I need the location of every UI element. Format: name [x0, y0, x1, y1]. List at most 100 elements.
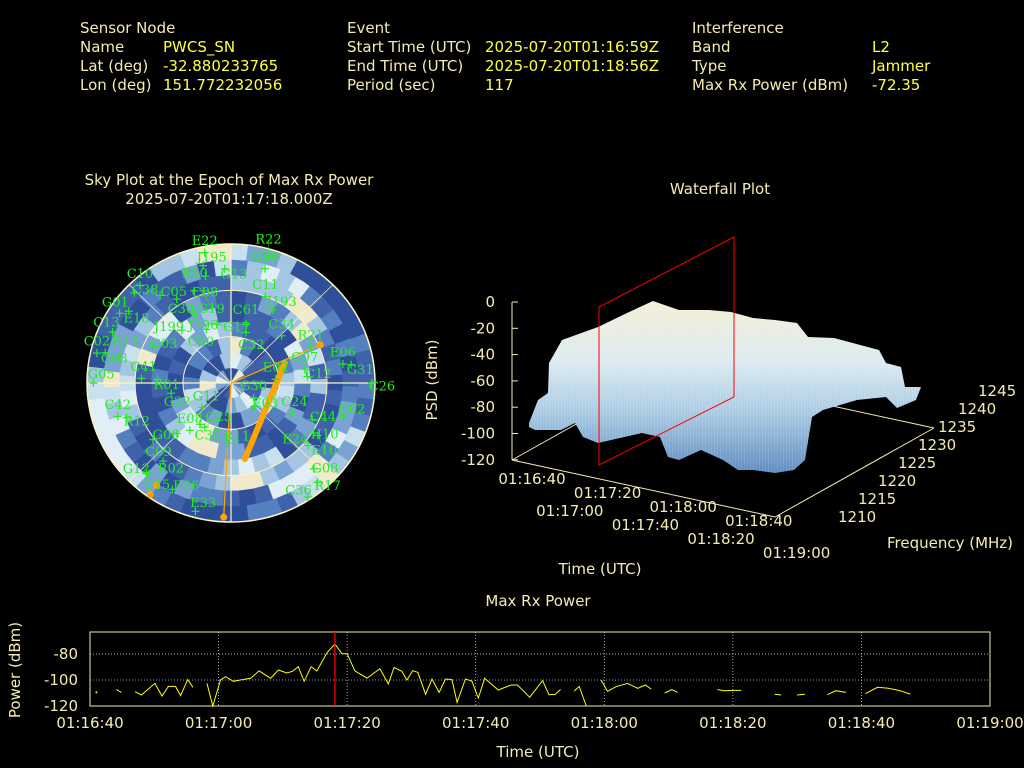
plus-marker-icon: [101, 348, 110, 357]
power-series-segment: [797, 693, 805, 696]
satellite-g11: G11: [193, 390, 220, 412]
satellite-e13: E13: [112, 335, 138, 362]
satellite-c26: C26: [367, 379, 395, 395]
plus-marker-icon: [177, 326, 186, 335]
satellite-e22: E22: [192, 234, 218, 257]
plus-marker-icon: [300, 365, 309, 374]
plus-marker-icon: [113, 412, 122, 421]
satellite-label: E02: [263, 361, 289, 376]
frequency-tick-label: 1240: [958, 400, 996, 418]
sky-plot-epoch: 2025-07-20T01:17:18.000Z: [125, 190, 333, 208]
interference-direction-line: [223, 382, 232, 518]
power-chart-title: Max Rx Power: [485, 592, 591, 610]
azimuth-spoke: [128, 284, 232, 384]
plus-marker-icon: [223, 439, 232, 448]
satellite-j196: J196: [186, 310, 218, 333]
satellite-label: G19: [198, 302, 225, 317]
satellite-r21: R21: [298, 329, 324, 352]
plus-marker-icon: [249, 393, 258, 402]
satellite-c24: C24: [281, 395, 308, 418]
y-tick-label: -80: [54, 645, 79, 663]
time-tick-label: 01:18:00: [650, 498, 717, 516]
satellite-label: R11: [224, 430, 250, 445]
plus-marker-icon: [313, 431, 322, 440]
type-value: Jammer: [872, 57, 931, 75]
label-leader-line: [204, 417, 219, 428]
end-time-value: 2025-07-20T01:18:56Z: [485, 57, 659, 75]
satellite-label: C11: [252, 278, 279, 293]
satellite-label: G05: [88, 368, 115, 383]
satellite-label: J193: [265, 295, 297, 310]
satellite-j195: J195: [195, 250, 227, 270]
satellite-label: R22: [255, 232, 281, 247]
plus-marker-icon: [250, 402, 259, 411]
satellite-e10: E10: [311, 431, 337, 459]
start-time-label: Start Time (UTC): [347, 38, 472, 56]
satellite-label: C09: [145, 445, 172, 460]
satellite-c15: C15: [144, 469, 171, 493]
satellite-c13: C13: [93, 316, 120, 337]
waterfall-title: Waterfall Plot: [669, 180, 771, 198]
label-leader-line: [317, 435, 325, 452]
satellite-label: E24: [282, 433, 308, 448]
plus-marker-icon: [198, 403, 207, 412]
band-label: Band: [692, 38, 731, 56]
heatmap-cell: [213, 244, 232, 261]
satellite-r12: R12: [122, 413, 150, 429]
satellite-label: R02: [158, 461, 184, 476]
waterfall-surface-texture: [529, 301, 921, 473]
sky-plot-title: Sky Plot at the Epoch of Max Rx Power: [84, 171, 374, 189]
label-leader-line: [203, 290, 212, 310]
satellite-j199: J199: [152, 320, 186, 335]
plus-marker-icon: [220, 264, 229, 273]
satellite-e24: E24: [282, 433, 313, 450]
heatmap-cell: [87, 382, 105, 401]
satellite-g01: G01: [102, 296, 129, 318]
label-leader-line: [216, 324, 237, 329]
satellite-g09: G09: [252, 250, 279, 273]
satellite-g08: G08: [309, 461, 338, 476]
satellite-label: C02: [84, 335, 111, 350]
power-series-segment: [573, 685, 587, 707]
plus-marker-icon: [149, 435, 158, 444]
plus-marker-icon: [309, 428, 318, 437]
satellite-label: E18: [124, 312, 150, 327]
satellite-label: C15: [144, 478, 171, 493]
plus-marker-icon: [92, 349, 101, 358]
satellite-e08: E08: [177, 412, 203, 435]
frequency-axis-label: Frequency (MHz): [887, 534, 1013, 552]
plus-marker-icon: [242, 320, 251, 329]
plus-marker-icon: [137, 374, 146, 383]
plus-marker-icon: [202, 325, 211, 334]
plus-marker-icon: [172, 429, 181, 438]
plus-marker-icon: [190, 286, 199, 295]
x-tick-label: 01:17:00: [185, 714, 252, 732]
satellite-label: G09: [252, 250, 279, 265]
interference-title: Interference: [692, 19, 784, 37]
max-power-time-plane: [598, 236, 735, 466]
period-value: 117: [485, 76, 514, 94]
satellite-c30: C30: [168, 295, 194, 317]
satellite-label: E22: [192, 234, 218, 249]
satellite-label: C13: [93, 316, 120, 331]
satellite-r11: R11: [224, 430, 250, 448]
frequency-tick-label: 1215: [858, 490, 896, 508]
satellite-label: C35: [195, 428, 222, 443]
plus-marker-icon: [185, 426, 194, 435]
satellite-g03: G03: [101, 348, 128, 366]
z-tick-label: -40: [471, 346, 496, 364]
plus-marker-icon: [347, 360, 356, 369]
plus-marker-icon: [168, 485, 177, 494]
psd-axis-label: PSD (dBm): [423, 339, 441, 420]
satellite-c36: C36: [285, 483, 312, 501]
x-tick-label: 01:16:40: [56, 714, 123, 732]
x-axis-label: Time (UTC): [496, 743, 580, 761]
satellite-c11: C11: [252, 278, 279, 301]
plus-marker-icon: [195, 420, 204, 429]
z-tick-label: -100: [461, 425, 495, 443]
satellite-label: J195: [195, 250, 227, 265]
